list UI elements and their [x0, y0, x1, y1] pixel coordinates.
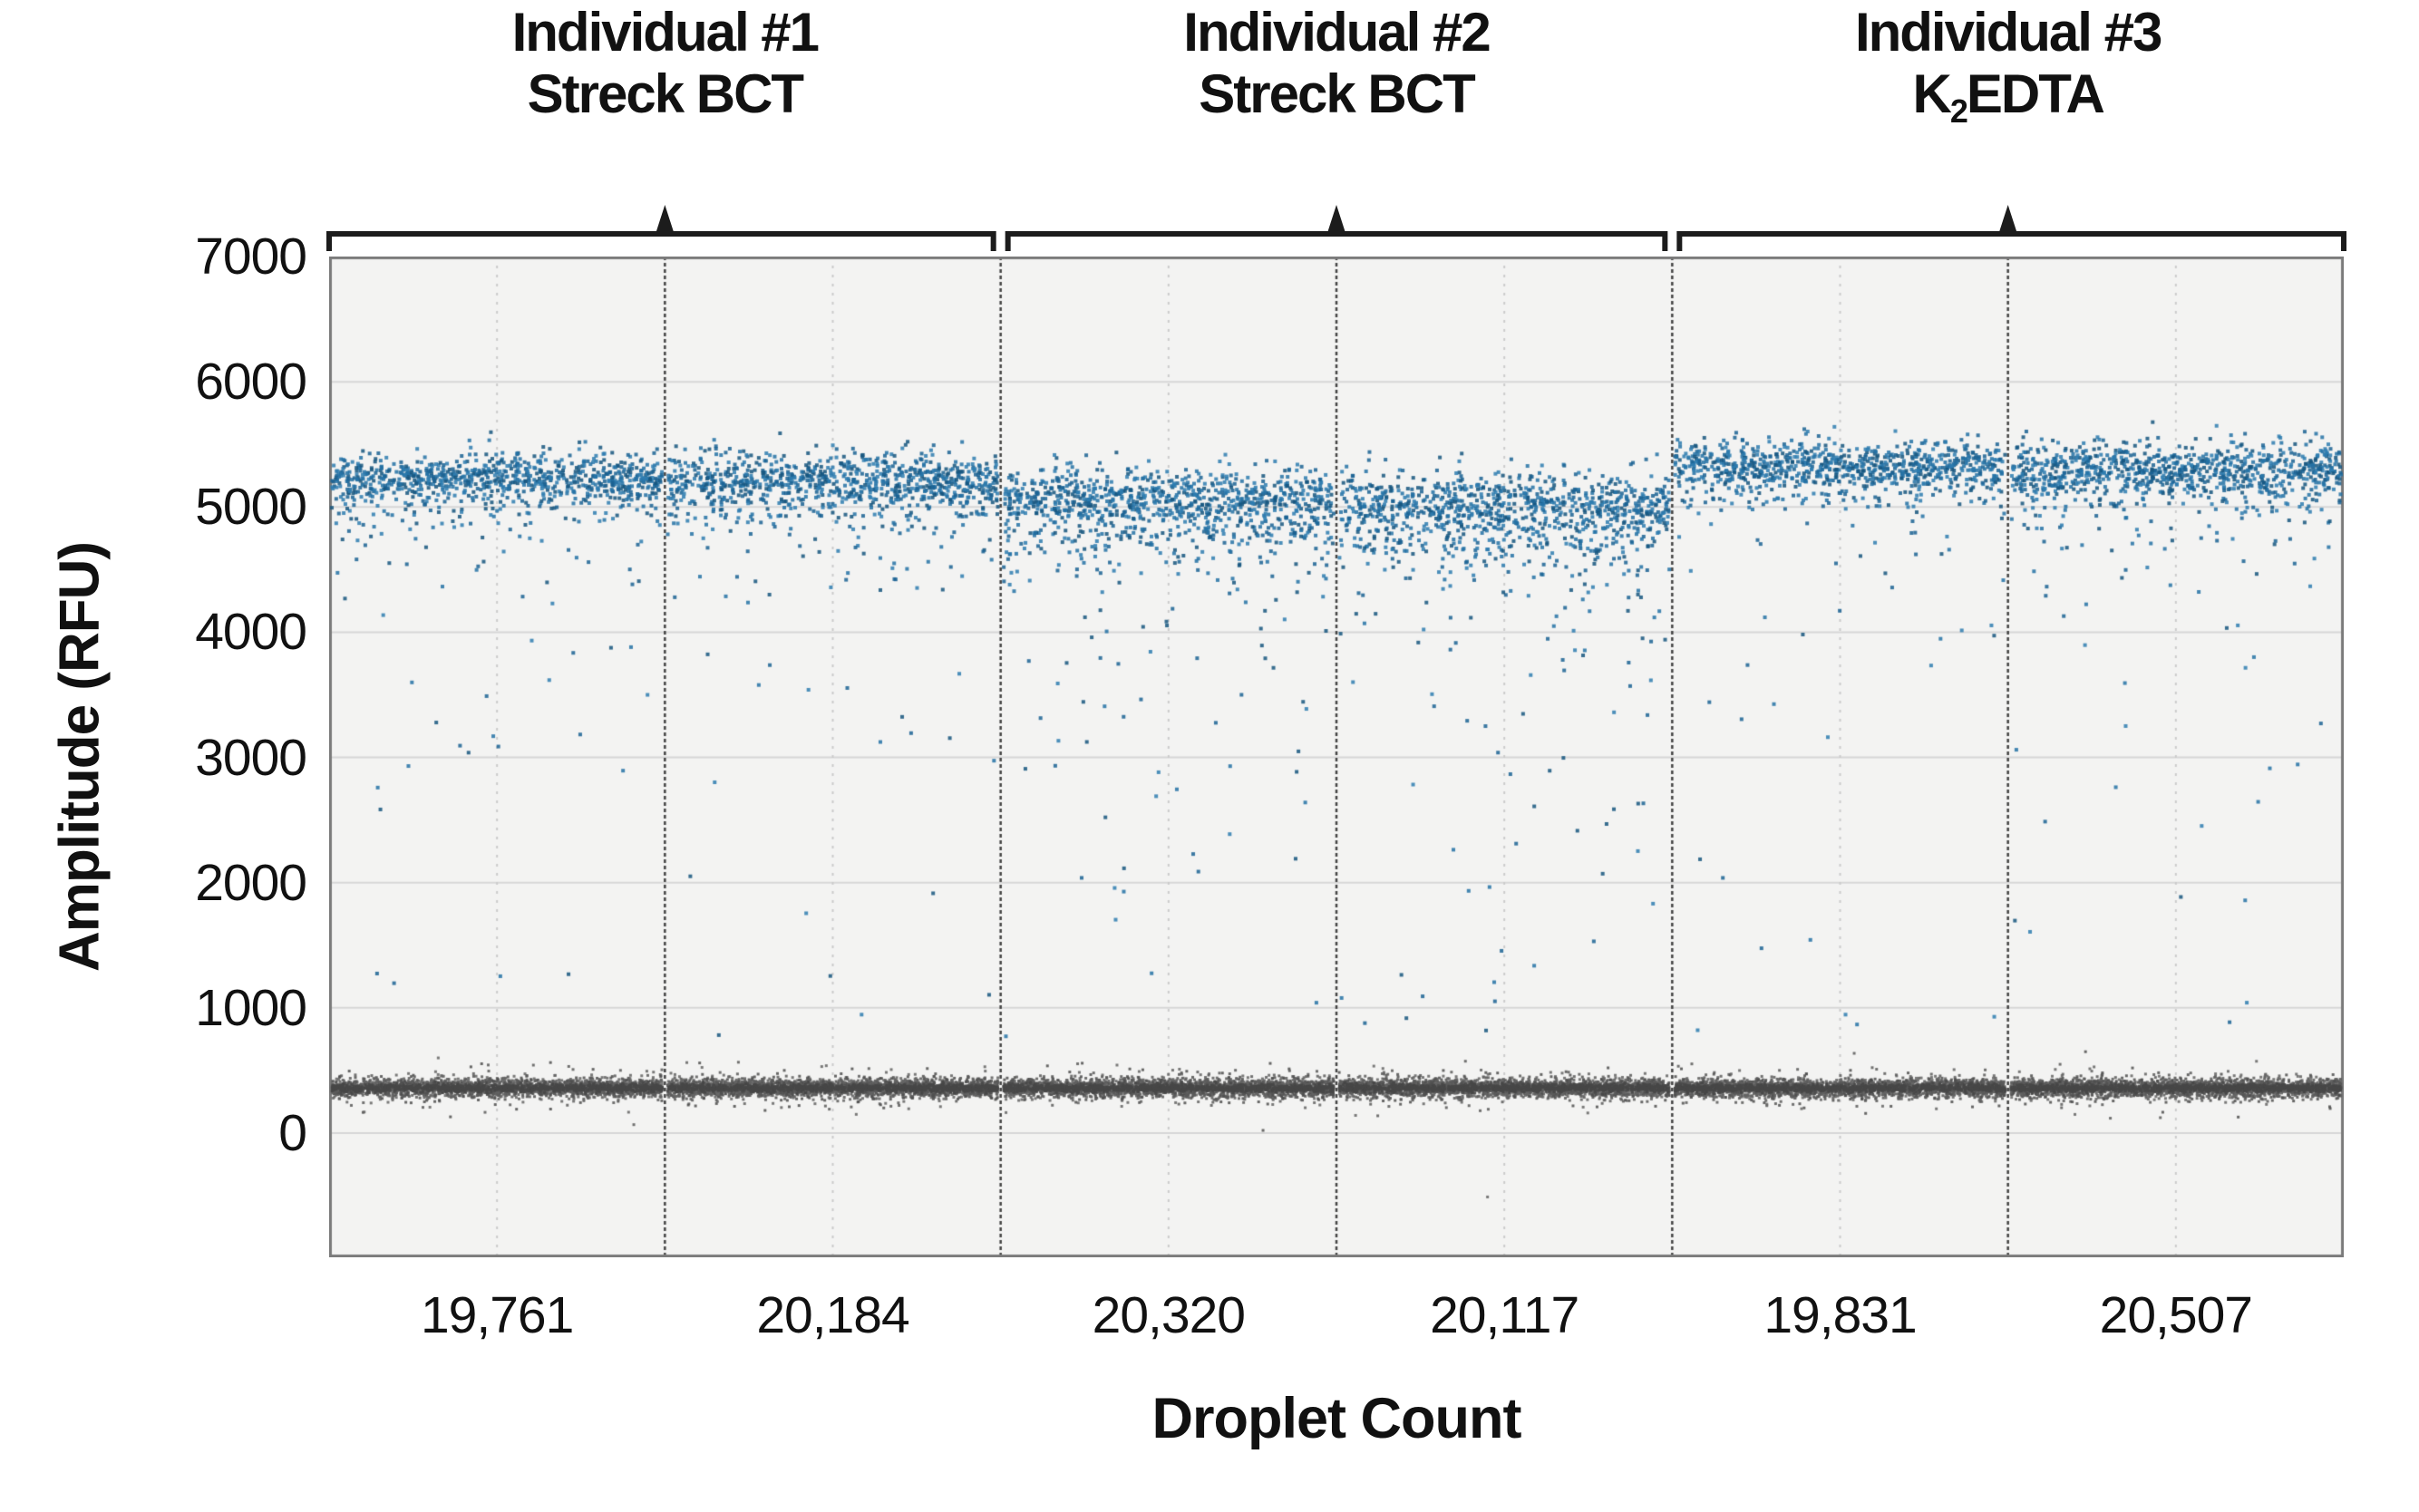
y-tick-5000: 5000 [195, 478, 307, 537]
group-title-3: Individual #3 K2EDTA [1854, 2, 2162, 142]
droplet-count-label-4: 20,117 [1430, 1286, 1579, 1344]
amplitude-scatter-canvas [329, 257, 2344, 1257]
group-title-line1: Individual #2 [1183, 2, 1491, 63]
group-title-line2: Streck BCT [1199, 63, 1475, 124]
group-bracket-peak [655, 205, 675, 236]
group-bracket-peak [1997, 205, 2018, 236]
droplet-count-label-2: 20,184 [756, 1286, 909, 1344]
y-tick-3000: 3000 [195, 728, 307, 787]
y-tick-6000: 6000 [195, 353, 307, 412]
group-bracket-3 [1676, 231, 2346, 251]
y-tick-1000: 1000 [195, 978, 307, 1037]
group-title-line2: Streck BCT [527, 63, 804, 124]
x-axis-title: Droplet Count [1151, 1387, 1522, 1450]
group-brackets [326, 205, 2346, 251]
droplet-count-label-1: 19,761 [420, 1286, 574, 1344]
droplet-count-label-3: 20,320 [1092, 1286, 1246, 1344]
droplet-count-label-6: 20,507 [2099, 1286, 2253, 1344]
group-title-line1: Individual #3 [1854, 2, 2162, 63]
group-title-line2: K2EDTA [1912, 63, 2105, 130]
group-title-2: Individual #2 Streck BCT [1183, 2, 1491, 125]
group-bracket-peak [1326, 205, 1346, 236]
y-tick-2000: 2000 [195, 853, 307, 912]
group-title-1: Individual #1 Streck BCT [511, 2, 820, 125]
group-bracket-2 [1005, 231, 1668, 251]
group-bracket-1 [326, 231, 996, 251]
y-tick-4000: 4000 [195, 603, 307, 662]
y-tick-0: 0 [278, 1104, 307, 1162]
group-title-line1: Individual #1 [511, 2, 820, 63]
droplet-count-label-5: 19,831 [1763, 1286, 1917, 1344]
y-tick-7000: 7000 [195, 228, 307, 286]
